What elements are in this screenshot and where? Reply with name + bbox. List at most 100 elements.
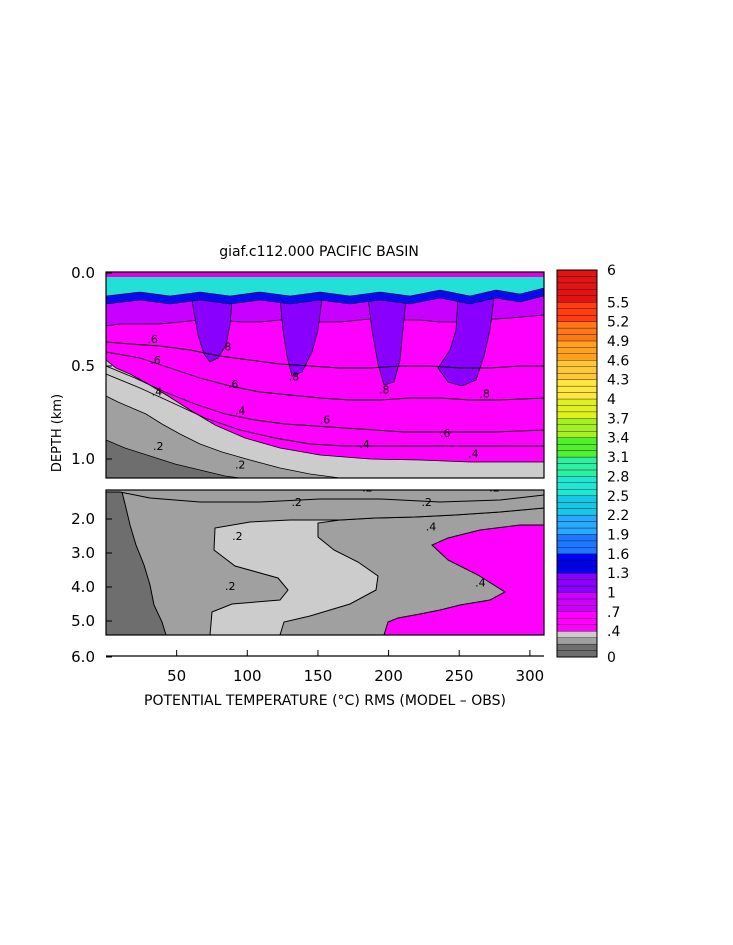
lower-contour-label-5: .2 — [225, 580, 236, 593]
colorbar-swatch-33 — [556, 437, 598, 445]
upper-contour-label-10: .8 — [379, 384, 390, 397]
upper-purple-plume-4 — [437, 297, 495, 387]
colorbar-swatch-13 — [556, 566, 598, 574]
colorbar-label-3: 4.9 — [607, 334, 629, 350]
colorbar-label-9: 3.1 — [607, 450, 629, 466]
colorbar-swatch-15 — [556, 553, 598, 561]
y-tick-label-2: 1.0 — [71, 450, 95, 468]
x-tick-label-0: 50 — [167, 667, 186, 685]
upper-contour-label-1: .6 — [147, 333, 158, 346]
colorbar-label-18: .4 — [607, 624, 620, 640]
upper-contour-label-4: .4 — [235, 404, 246, 417]
upper-contour-label-8: .6 — [320, 414, 331, 427]
colorbar-swatch-32 — [556, 443, 598, 451]
upper-purple-plume-1 — [191, 299, 233, 363]
colorbar-swatch-25 — [556, 489, 598, 496]
x-tick-label-5: 300 — [516, 667, 545, 685]
colorbar-swatch-43 — [556, 373, 598, 380]
upper-purple-plume-2 — [279, 297, 323, 377]
colorbar-label-7: 3.7 — [607, 411, 629, 427]
lower-dark-gray-region-top — [106, 490, 167, 635]
upper-contour-label-11: .6 — [440, 427, 451, 440]
colorbar-swatch-54 — [556, 302, 598, 309]
upper-panel: .6 .6 .4 .2 .4 .6 .8 .8 .6 .4 .8 .6 .4 .8 .2 — [106, 272, 544, 478]
upper-contour-lines — [106, 341, 544, 447]
colorbar-label-12: 2.2 — [607, 508, 629, 524]
upper-contour-label-2: .4 — [152, 386, 163, 399]
chart-title: giaf.c112.000 PACIFIC BASIN — [219, 244, 419, 260]
lower-contour-label-3: .2 — [421, 496, 432, 509]
y-tick-label-6: 5.0 — [71, 612, 95, 630]
y-tick-label-5: 4.0 — [71, 578, 95, 596]
lower-contour-label-0: .2 — [362, 482, 373, 495]
colorbar-swatch-31 — [556, 450, 598, 458]
colorbar-swatch-53 — [556, 308, 598, 316]
upper-dark-gray-region — [106, 439, 241, 478]
colorbar-swatch-47 — [556, 347, 598, 354]
colorbar-swatch-48 — [556, 340, 598, 348]
colorbar-swatch-46 — [556, 353, 598, 361]
colorbar-swatch-59 — [556, 269, 598, 277]
colorbar-swatch-17 — [556, 540, 598, 548]
colorbar-swatch-21 — [556, 514, 598, 522]
y-axis-label: DEPTH (km) — [50, 394, 65, 472]
colorbar-swatch-20 — [556, 521, 598, 529]
colorbar-frame — [556, 269, 598, 658]
upper-contour-label-3: .2 — [153, 440, 164, 453]
colorbar-label-11: 2.5 — [607, 489, 629, 505]
x-tick-label-1: 100 — [233, 667, 262, 685]
upper-contour-label-6: .8 — [221, 341, 232, 354]
lower-top-band — [106, 490, 544, 503]
colorbar-swatch-35 — [556, 424, 598, 432]
colorbar-swatch-19 — [556, 527, 598, 535]
colorbar-swatch-11 — [556, 579, 598, 587]
colorbar-swatch-10 — [556, 585, 598, 593]
colorbar-swatch-44 — [556, 366, 598, 374]
colorbar-swatch-8 — [556, 598, 598, 606]
colorbar-swatch-41 — [556, 385, 598, 393]
upper-contour-label-9: .4 — [359, 438, 370, 451]
colorbar-swatch-40 — [556, 392, 598, 400]
colorbar-swatch-52 — [556, 314, 598, 322]
colorbar-swatch-22 — [556, 508, 598, 516]
lower-contour-label-7: .4 — [475, 577, 486, 590]
upper-contour-label-5: .6 — [228, 378, 239, 391]
colorbar-swatch-36 — [556, 418, 598, 425]
colorbar-swatch-9 — [556, 592, 598, 600]
y-tick-label-7: 6.0 — [71, 648, 95, 666]
x-axis: 50 100 150 200 250 300 — [106, 650, 544, 685]
y-tick-label-3: 2.0 — [71, 510, 95, 528]
colorbar-label-2: 5.2 — [607, 315, 629, 331]
lower-contour-label-1: .2 — [489, 482, 500, 495]
colorbar-swatch-55 — [556, 295, 598, 303]
lower-contour-label-6: .4 — [426, 520, 437, 533]
colorbar-label-13: 1.9 — [607, 528, 629, 544]
colorbar-swatch-56 — [556, 289, 598, 296]
colorbar-label-15: 1.3 — [607, 566, 629, 582]
lower-magenta-region — [383, 524, 544, 635]
colorbar-label-6: 4 — [607, 392, 616, 408]
x-tick-label-3: 200 — [374, 667, 403, 685]
colorbar-label-4: 4.6 — [607, 353, 629, 369]
lower-panel-frame — [105, 489, 545, 636]
lower-contour-label-4: .2 — [232, 530, 243, 543]
colorbar-swatch-42 — [556, 379, 598, 387]
colorbar-swatch-34 — [556, 431, 598, 438]
colorbar-swatch-50 — [556, 327, 598, 335]
colorbar-swatch-23 — [556, 502, 598, 509]
lower-contour-label-2: .2 — [291, 496, 302, 509]
lower-panel: .2 .2 .2 .2 .2 .2 .4 .4 — [106, 482, 544, 635]
colorbar-label-10: 2.8 — [607, 469, 629, 485]
colorbar-label-16: 1 — [607, 586, 616, 602]
colorbar-swatch-12 — [556, 573, 598, 580]
colorbar-swatch-51 — [556, 321, 598, 329]
lower-shallow-mid-gray-region — [106, 490, 544, 635]
upper-contour-label-13: .8 — [479, 388, 490, 401]
colorbar-swatch-57 — [556, 282, 598, 290]
x-tick-label-2: 150 — [304, 667, 333, 685]
colorbar-swatch-16 — [556, 547, 598, 554]
colorbar-swatch-29 — [556, 463, 598, 471]
colorbar-swatch-24 — [556, 495, 598, 503]
colorbar-label-17: .7 — [607, 605, 620, 621]
